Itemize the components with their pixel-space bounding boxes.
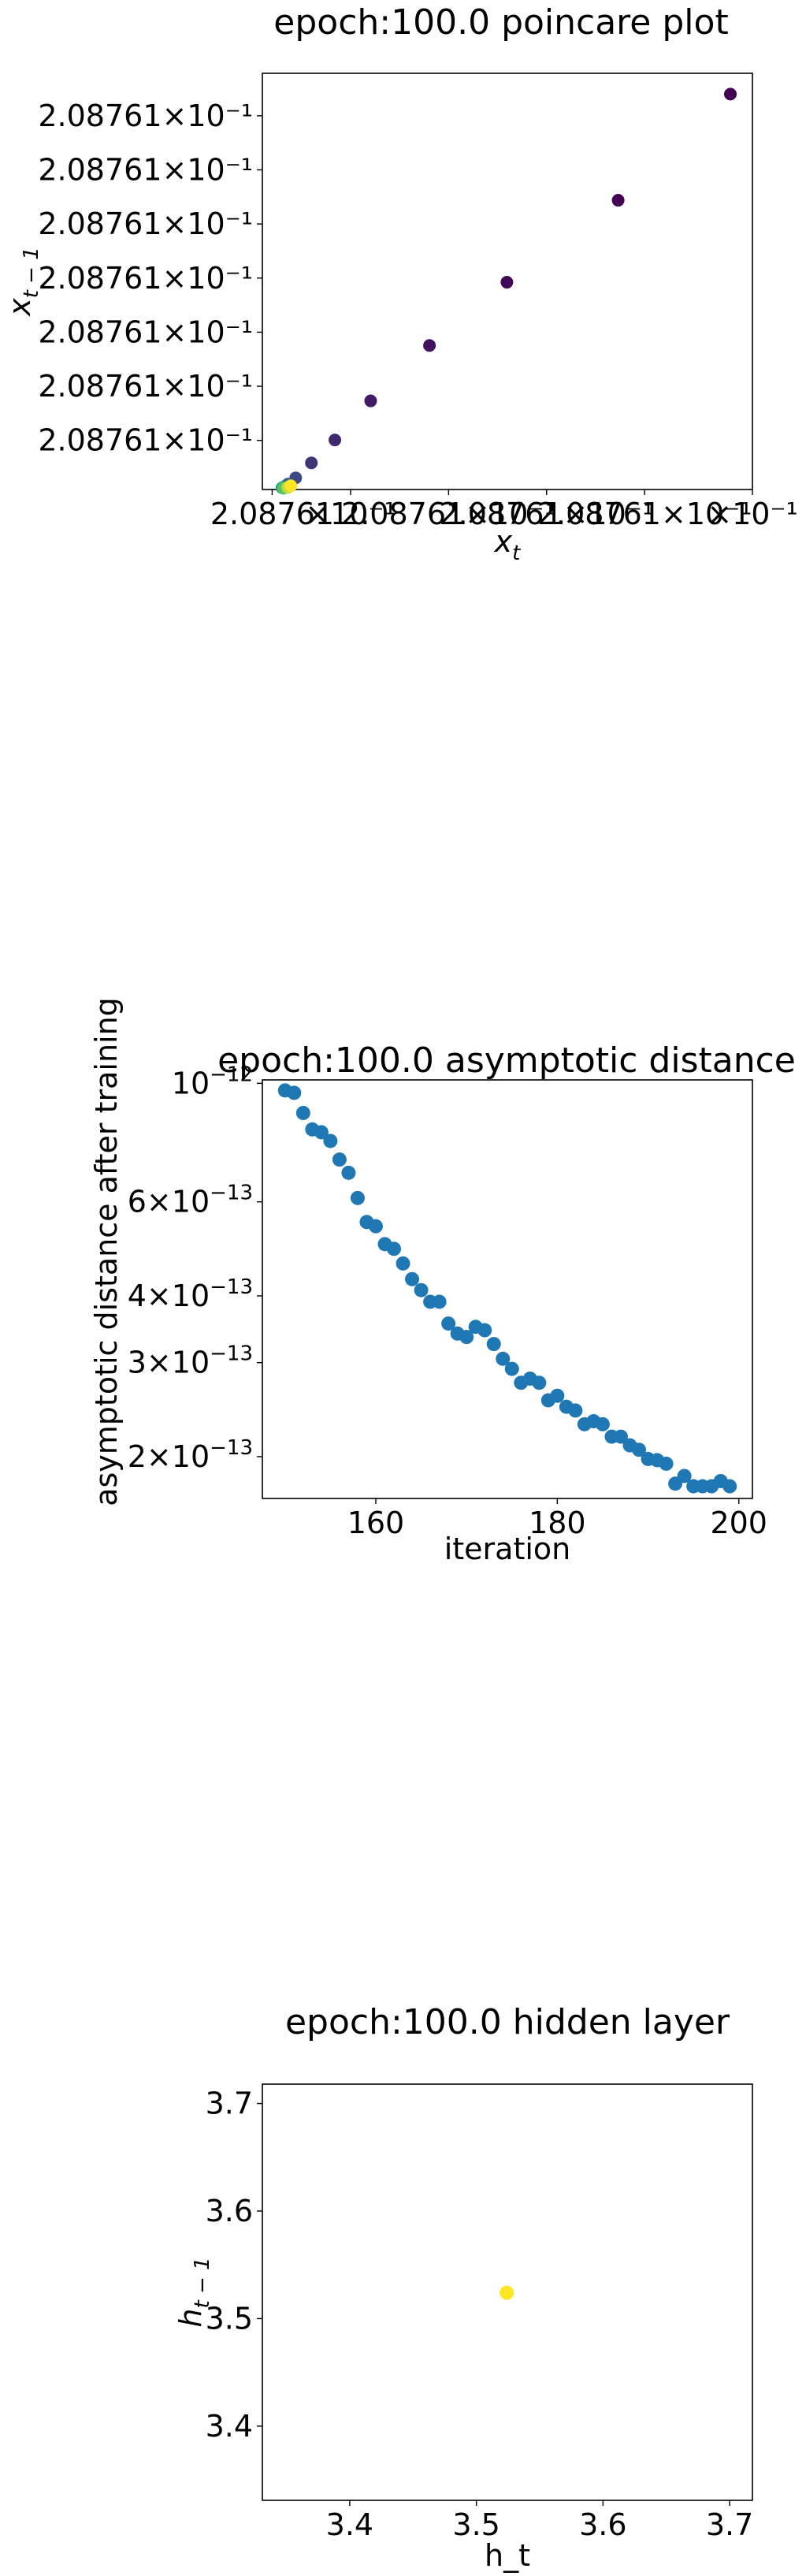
data-point (613, 1429, 628, 1444)
x-axis-label: h_t (485, 2538, 530, 2573)
x-tick-label: 2.08761×10⁻¹ (537, 497, 752, 531)
plot-area: 10−12 6×10−13 4×10−13 3×10−13 2×10−13 160 180… (128, 1063, 767, 1540)
data-point (568, 1403, 583, 1418)
data-point (532, 1375, 547, 1390)
data-points (500, 2285, 514, 2300)
chart-title: epoch:100.0 hidden layer (285, 2002, 730, 2042)
y-axis-label-subscript: t − 1 (20, 247, 43, 298)
data-point (441, 1316, 456, 1331)
plot-frame (262, 73, 753, 490)
x-tick-label: 3.7 (706, 2507, 753, 2542)
y-axis-ticks: 10−12 6×10−13 4×10−13 3×10−13 2×10−13 (128, 1063, 262, 1474)
y-axis-label: ht − 1 (173, 2257, 214, 2327)
x-tick-label: 3.5 (452, 2507, 500, 2542)
plot-frame (262, 2083, 753, 2501)
x-tick-label: 2.08761 (210, 497, 334, 531)
data-point (364, 394, 377, 408)
chart-title: epoch:100.0 poincare plot (273, 2, 728, 43)
y-axis-ticks: 2.08761×10⁻¹ 2.08761×10⁻¹ 2.08761×10⁻¹ 2.08… (38, 99, 262, 458)
plot-area: 2.08761×10⁻¹2.08761×10⁻¹2.08761×10⁻¹2.08… (38, 73, 798, 531)
y-tick-label: 3.7 (206, 2086, 253, 2121)
x-tick-label: 3.6 (579, 2507, 626, 2542)
data-points (275, 87, 737, 495)
y-tick-label: 3×10−13 (128, 1342, 253, 1380)
data-point (432, 1294, 447, 1309)
x-tick-label: ×10⁻¹ (707, 497, 797, 531)
x-axis-ticks: 3.4 3.5 3.6 3.7 (326, 2500, 753, 2542)
data-point (284, 479, 298, 493)
x-tick-label: 3.4 (326, 2507, 373, 2542)
data-point (350, 1190, 365, 1205)
y-tick-label: 2.08761×10⁻¹ (38, 369, 253, 404)
data-point (314, 1125, 329, 1140)
chart-title: epoch:100.0 asymptotic distance (217, 1040, 796, 1081)
y-axis-label-subscript: t − 1 (191, 2257, 214, 2308)
y-tick-label: 2.08761×10⁻¹ (38, 152, 253, 187)
x-axis-ticks: 2.08761×10⁻¹2.08761×10⁻¹2.08761×10⁻¹2.08… (210, 490, 798, 531)
x-tick-label: ×10⁻¹ (305, 497, 396, 531)
data-point (396, 1256, 410, 1271)
x-tick-label: 2.08761×10⁻¹ (341, 497, 556, 531)
y-tick-label: 2.08761×10⁻¹ (38, 207, 253, 241)
data-point (724, 87, 737, 101)
data-point (611, 194, 625, 207)
y-axis-ticks: 3.4 3.5 3.6 3.7 (206, 2086, 262, 2444)
y-axis-label: asymptotic distance after training (89, 997, 124, 1506)
x-axis-label-subscript: t (512, 542, 521, 565)
data-point (459, 1330, 474, 1345)
y-axis-label-base: h (173, 2308, 208, 2327)
y-tick-label: 2×10−13 (128, 1436, 253, 1474)
y-axis-label-base: x (2, 298, 37, 317)
data-point (387, 1241, 402, 1256)
data-point (500, 2285, 514, 2300)
y-tick-label: 10−12 (172, 1063, 253, 1100)
x-axis-ticks: 160 180 200 (347, 1498, 767, 1540)
y-axis-label: xt − 1 (2, 247, 43, 317)
data-point (287, 1085, 302, 1100)
data-point (295, 1105, 310, 1120)
data-point (477, 1323, 492, 1338)
y-tick-label: 6×10−13 (128, 1182, 253, 1219)
x-tick-label: 200 (710, 1506, 767, 1540)
x-axis-label: iteration (444, 1532, 571, 1566)
y-tick-label: 2.08761×10⁻¹ (38, 99, 253, 133)
data-point (329, 434, 342, 447)
x-axis-label-base: x (494, 524, 513, 559)
y-tick-label: 3.4 (206, 2409, 253, 2444)
data-point (722, 1479, 737, 1494)
y-tick-label: 4×10−13 (128, 1275, 253, 1313)
data-point (305, 456, 318, 470)
y-tick-label: 2.08761×10⁻¹ (38, 423, 253, 458)
y-tick-label: 3.5 (206, 2301, 253, 2336)
data-point (368, 1219, 383, 1234)
data-point (677, 1469, 692, 1483)
plot-frame (262, 1079, 753, 1499)
data-point (486, 1337, 501, 1352)
y-tick-label: 3.6 (206, 2194, 253, 2228)
hidden-layer-chart: epoch:100.0 hidden layer 3.4 3.5 3.6 3.7 3.… (173, 2002, 753, 2573)
data-point (405, 1271, 420, 1286)
y-tick-label: 2.08761×10⁻¹ (38, 315, 253, 349)
data-point (550, 1388, 565, 1403)
x-axis-label: xt (494, 524, 522, 565)
data-point (323, 1134, 338, 1148)
data-point (632, 1442, 647, 1457)
data-point (595, 1416, 610, 1431)
plot-area: 3.4 3.5 3.6 3.7 3.4 3.5 3.6 3.7 (206, 2083, 753, 2542)
data-point (659, 1456, 674, 1471)
data-point (496, 1351, 511, 1366)
data-point (341, 1165, 356, 1180)
data-point (332, 1152, 347, 1167)
x-tick-label: 180 (529, 1506, 586, 1540)
data-point (414, 1282, 429, 1297)
y-tick-label: 2.08761×10⁻¹ (38, 261, 253, 296)
data-point (504, 1361, 519, 1376)
asymptotic-distance-chart: epoch:100.0 asymptotic distance 10−12 6×1… (89, 997, 796, 1566)
data-points (277, 1083, 737, 1494)
poincare-plot-chart: epoch:100.0 poincare plot 2.08761×10⁻¹2.… (2, 2, 798, 565)
data-point (500, 276, 514, 289)
data-point (423, 339, 436, 352)
x-tick-label: 2.08761×10⁻¹ (439, 497, 654, 531)
x-tick-label: 160 (347, 1506, 405, 1540)
